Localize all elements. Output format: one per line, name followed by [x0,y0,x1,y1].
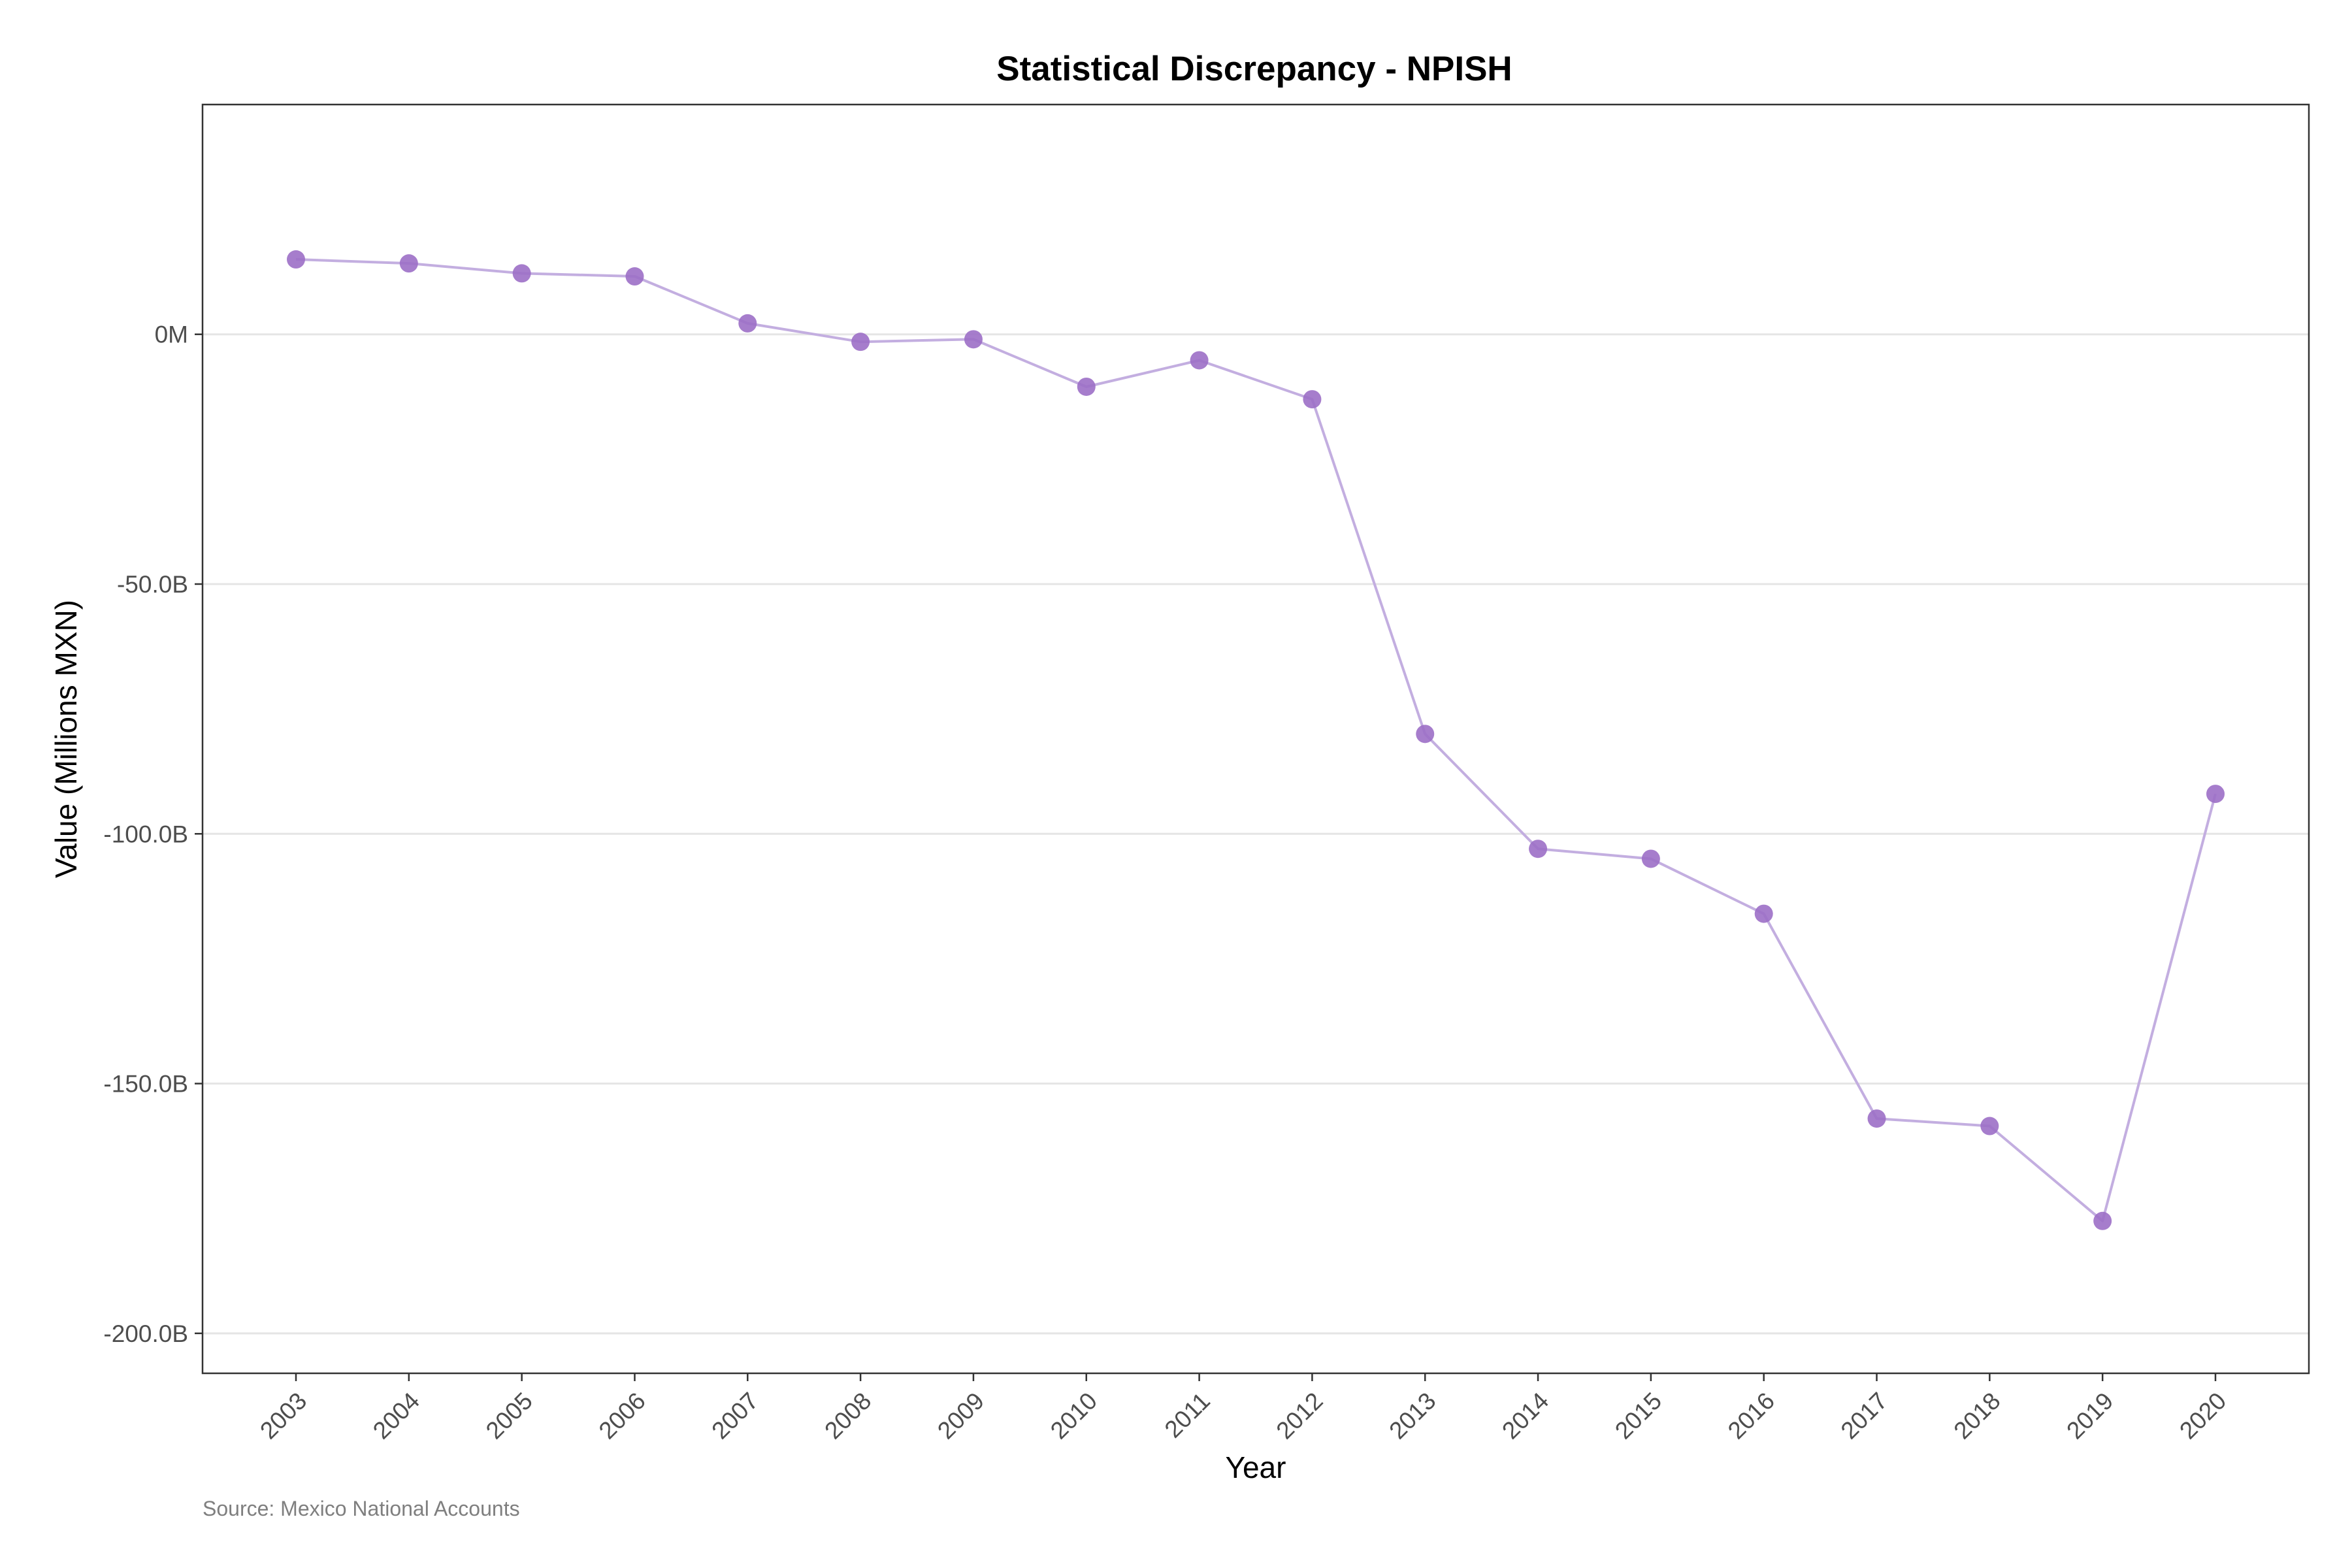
data-point-2007 [738,314,757,333]
data-point-2015 [1641,849,1660,868]
source-caption: Source: Mexico National Accounts [203,1497,520,1520]
plot-panel-border [201,103,2310,1375]
data-point-2004 [399,254,418,273]
data-point-2020 [2206,785,2225,804]
data-point-2019 [2093,1211,2112,1230]
data-point-2005 [512,264,531,283]
data-point-2018 [1980,1117,1999,1135]
chart-title: Statistical Discrepancy - NPISH [996,50,1512,88]
data-point-2008 [851,333,870,351]
data-point-2010 [1077,377,1096,396]
y-tick-label: -200.0B [103,1320,188,1347]
data-point-2016 [1754,904,1773,923]
y-tick-label: 0M [155,321,188,348]
series-line [295,258,2217,1222]
data-point-2011 [1190,351,1209,370]
y-tick-label: -100.0B [103,821,188,847]
data-point-2012 [1303,390,1322,409]
y-tick-label: -150.0B [103,1071,188,1098]
data-point-2003 [287,250,305,269]
x-axis-title: Year [1226,1450,1286,1484]
series-group [287,250,2225,1230]
data-point-2009 [964,330,983,349]
data-point-2006 [625,267,644,286]
y-tick-label: -50.0B [117,571,188,598]
y-axis: 0M -50.0B -100.0B -150.0B -200.0B [103,321,203,1347]
gridlines [203,333,2309,1335]
data-point-2017 [1867,1109,1886,1128]
y-axis-title: Value (Millions MXN) [49,600,83,878]
data-point-2014 [1529,840,1548,858]
data-point-2013 [1416,725,1435,743]
